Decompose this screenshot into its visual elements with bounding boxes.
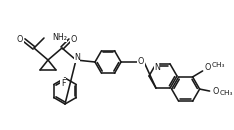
Text: O: O <box>17 34 23 44</box>
Text: O: O <box>213 87 219 96</box>
Text: O: O <box>138 57 144 66</box>
Text: CH₃: CH₃ <box>212 62 225 68</box>
Text: O: O <box>205 63 211 72</box>
Text: CH₃: CH₃ <box>220 90 233 96</box>
Text: NH₂: NH₂ <box>52 32 67 41</box>
Text: O: O <box>71 34 77 44</box>
Text: F: F <box>61 79 65 87</box>
Text: N: N <box>154 63 160 72</box>
Text: N: N <box>74 54 80 63</box>
